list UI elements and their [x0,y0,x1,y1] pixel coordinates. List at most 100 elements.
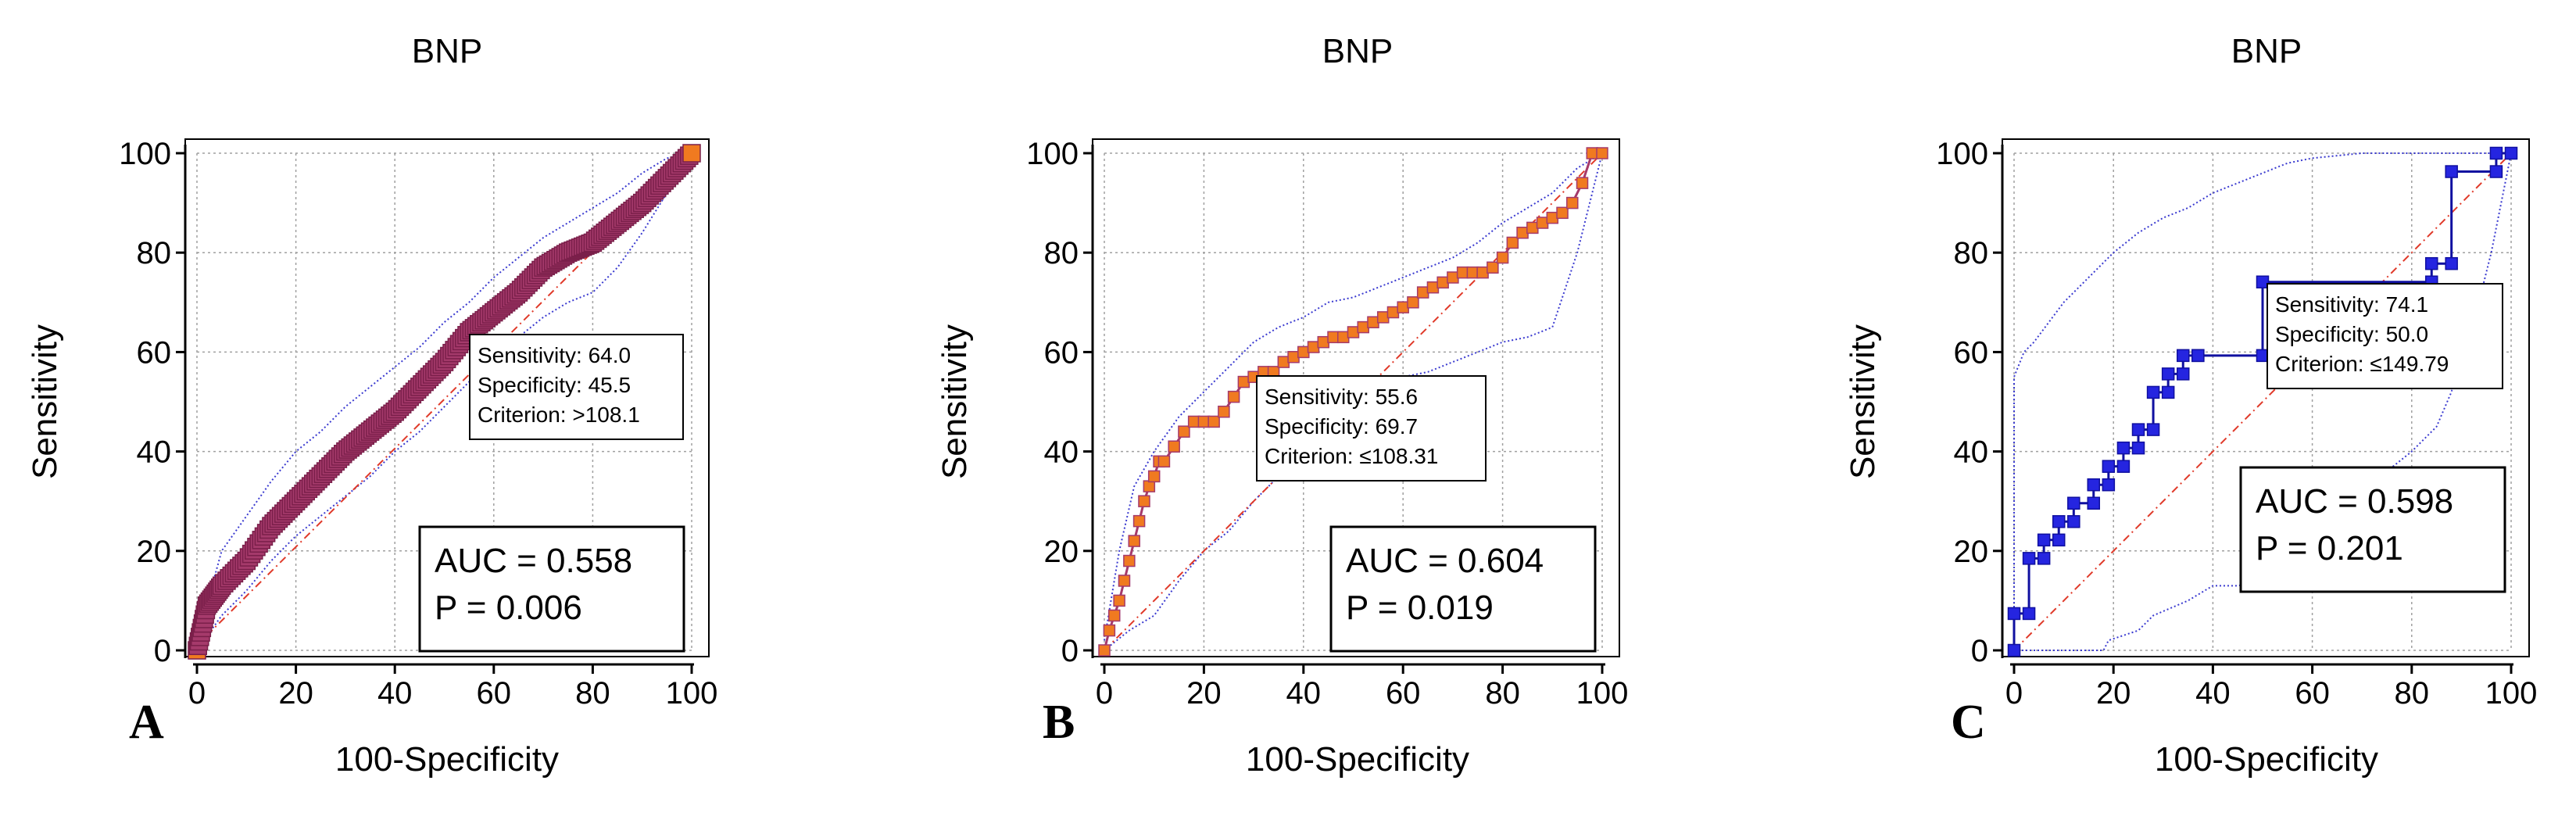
x-tick-label: 0 [1096,676,1113,711]
p-value: P = 0.006 [435,589,582,627]
roc-curve-group [188,144,701,660]
x-tick-label: 20 [2096,676,2131,711]
roc-point [682,144,701,163]
roc-point [2489,146,2503,160]
roc-point [1516,227,1529,239]
callout-frame [469,334,684,440]
roc-point [1476,266,1489,279]
roc-point [1416,286,1429,299]
roc-point [2146,423,2160,436]
roc-point [2022,607,2036,621]
y-tick-label: 60 [1044,335,1079,370]
confidence-band [1104,152,1603,651]
x-axis-title: 100-Specificity [335,740,559,779]
callout-box: Sensitivity: 64.0 Specificity: 45.5 Crit… [469,334,684,440]
x-tick-label: 40 [2195,676,2231,711]
roc-point [1138,495,1150,507]
x-tick-label: 0 [2005,676,2023,711]
roc-point [1436,276,1449,289]
x-tick-label: 60 [2295,676,2330,711]
y-tick-label: 100 [119,137,171,171]
roc-point [1347,326,1360,338]
x-tick-label: 100 [666,676,718,711]
stats-frame [1329,525,1597,653]
x-tick-label: 20 [1186,676,1222,711]
roc-point [1118,575,1131,587]
roc-point [2052,515,2066,528]
roc-point [1147,470,1161,483]
roc-point [1168,440,1180,453]
roc-point [1487,261,1499,274]
y-tick-label: 40 [1044,435,1079,470]
ci-lower-line [196,152,692,651]
roc-point [1506,236,1519,249]
chart-title: BNP [1322,32,1393,70]
roc-point [1132,514,1146,528]
roc-point [1526,221,1539,234]
roc-point [1098,644,1111,657]
y-tick-label: 0 [1061,634,1079,668]
roc-point [1386,306,1400,319]
x-tick-label: 100 [1576,676,1629,711]
roc-point [1297,345,1310,359]
y-axis-title: Sensitivity [26,324,64,479]
roc-point [1447,271,1459,284]
roc-point [2067,515,2080,528]
roc-point [1367,316,1379,328]
roc-point [2007,643,2021,657]
callout-box: Sensitivity: 55.6 Specificity: 69.7 Crit… [1256,375,1487,482]
roc-point [2445,165,2458,178]
roc-point [1576,177,1589,189]
x-tick-label: 100 [2485,676,2538,711]
roc-point [2161,385,2175,399]
callout-frame [2267,283,2503,389]
x-tick-label: 80 [575,676,610,711]
auc-value: AUC = 0.598 [2256,482,2453,521]
y-tick-label: 80 [1954,236,1989,270]
stats-box: AUC = 0.604 P = 0.019 [1329,525,1597,653]
roc-point [2037,533,2051,547]
roc-point [2102,460,2116,473]
roc-point [1317,335,1330,349]
roc-point [1407,296,1419,309]
y-tick-label: 40 [137,435,172,470]
roc-point [2102,478,2116,492]
callout-specificity: Specificity: 50.0 [2275,322,2428,346]
roc-point [2191,349,2205,363]
roc-point [1397,301,1409,313]
x-tick-label: 40 [377,676,413,711]
callout-specificity: Specificity: 69.7 [1265,414,1418,439]
roc-point [1103,624,1116,637]
callout-specificity: Specificity: 45.5 [478,373,631,397]
panel-b: BNP 0 20 40 60 80 100 0 20 40 60 80 100 … [936,32,1628,779]
roc-point [1107,609,1121,622]
roc-point [2131,441,2145,455]
ci-upper-line [2013,152,2511,650]
roc-point [2022,552,2036,565]
y-tick-label: 0 [1971,634,1988,668]
y-axis-ticks: 0 20 40 60 80 100 [1936,137,2002,668]
roc-point [1586,147,1599,159]
roc-point [2067,496,2080,510]
y-tick-label: 20 [137,535,172,569]
x-tick-label: 80 [1485,676,1520,711]
x-tick-label: 60 [477,676,512,711]
y-tick-label: 80 [1044,236,1079,270]
roc-point [1157,455,1171,468]
stats-box: AUC = 0.598 P = 0.201 [2239,466,2506,593]
auc-value: AUC = 0.604 [1346,542,1544,580]
roc-point [2256,275,2270,288]
roc-point [2087,496,2101,510]
roc-point [1277,356,1290,368]
y-axis-ticks: 0 20 40 60 80 100 [1026,137,1093,668]
callout-sensitivity: Sensitivity: 74.1 [2275,292,2428,317]
x-axis-title: 100-Specificity [1246,740,1469,779]
roc-point [2146,385,2160,399]
roc-point [1456,266,1469,279]
roc-point [2161,367,2175,381]
roc-point [1556,206,1569,220]
y-tick-label: 40 [1954,435,1989,470]
x-tick-label: 60 [1386,676,1421,711]
roc-point [2176,367,2190,381]
